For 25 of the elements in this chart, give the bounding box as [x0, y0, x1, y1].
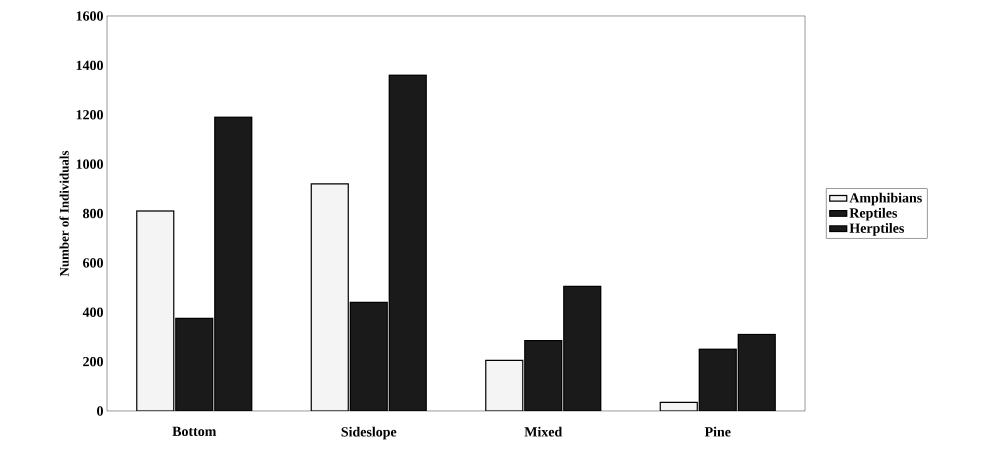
x-tick-label: Sideslope: [342, 426, 396, 440]
y-tick-label: 200: [83, 356, 103, 366]
x-tick-label: Pine: [704, 426, 731, 437]
y-axis-title: Number of Individuals: [59, 150, 69, 276]
bar: [175, 318, 214, 411]
x-tick-label: Mixed: [524, 426, 562, 437]
x-tick-label: Bottom: [172, 426, 216, 436]
bar: [524, 340, 562, 411]
y-tick-label: 1000: [76, 159, 103, 169]
y-tick-label: 800: [83, 208, 103, 218]
y-tick-label: 600: [83, 258, 103, 268]
bar: [698, 348, 737, 411]
legend-label: Reptiles: [850, 208, 898, 221]
y-tick-label: 0: [97, 406, 103, 416]
bar: [563, 286, 602, 411]
bar: [214, 116, 252, 411]
legend-label: Herptiles: [850, 223, 904, 236]
legend-label: Amphibians: [849, 192, 922, 206]
bar: [350, 302, 388, 411]
y-tick-label: 1600: [76, 11, 103, 21]
y-tick-label: 400: [82, 308, 103, 317]
bar: [388, 74, 427, 411]
y-tick-label: 1400: [76, 60, 103, 70]
bar: [738, 334, 776, 411]
y-tick-label: 1200: [76, 110, 103, 120]
